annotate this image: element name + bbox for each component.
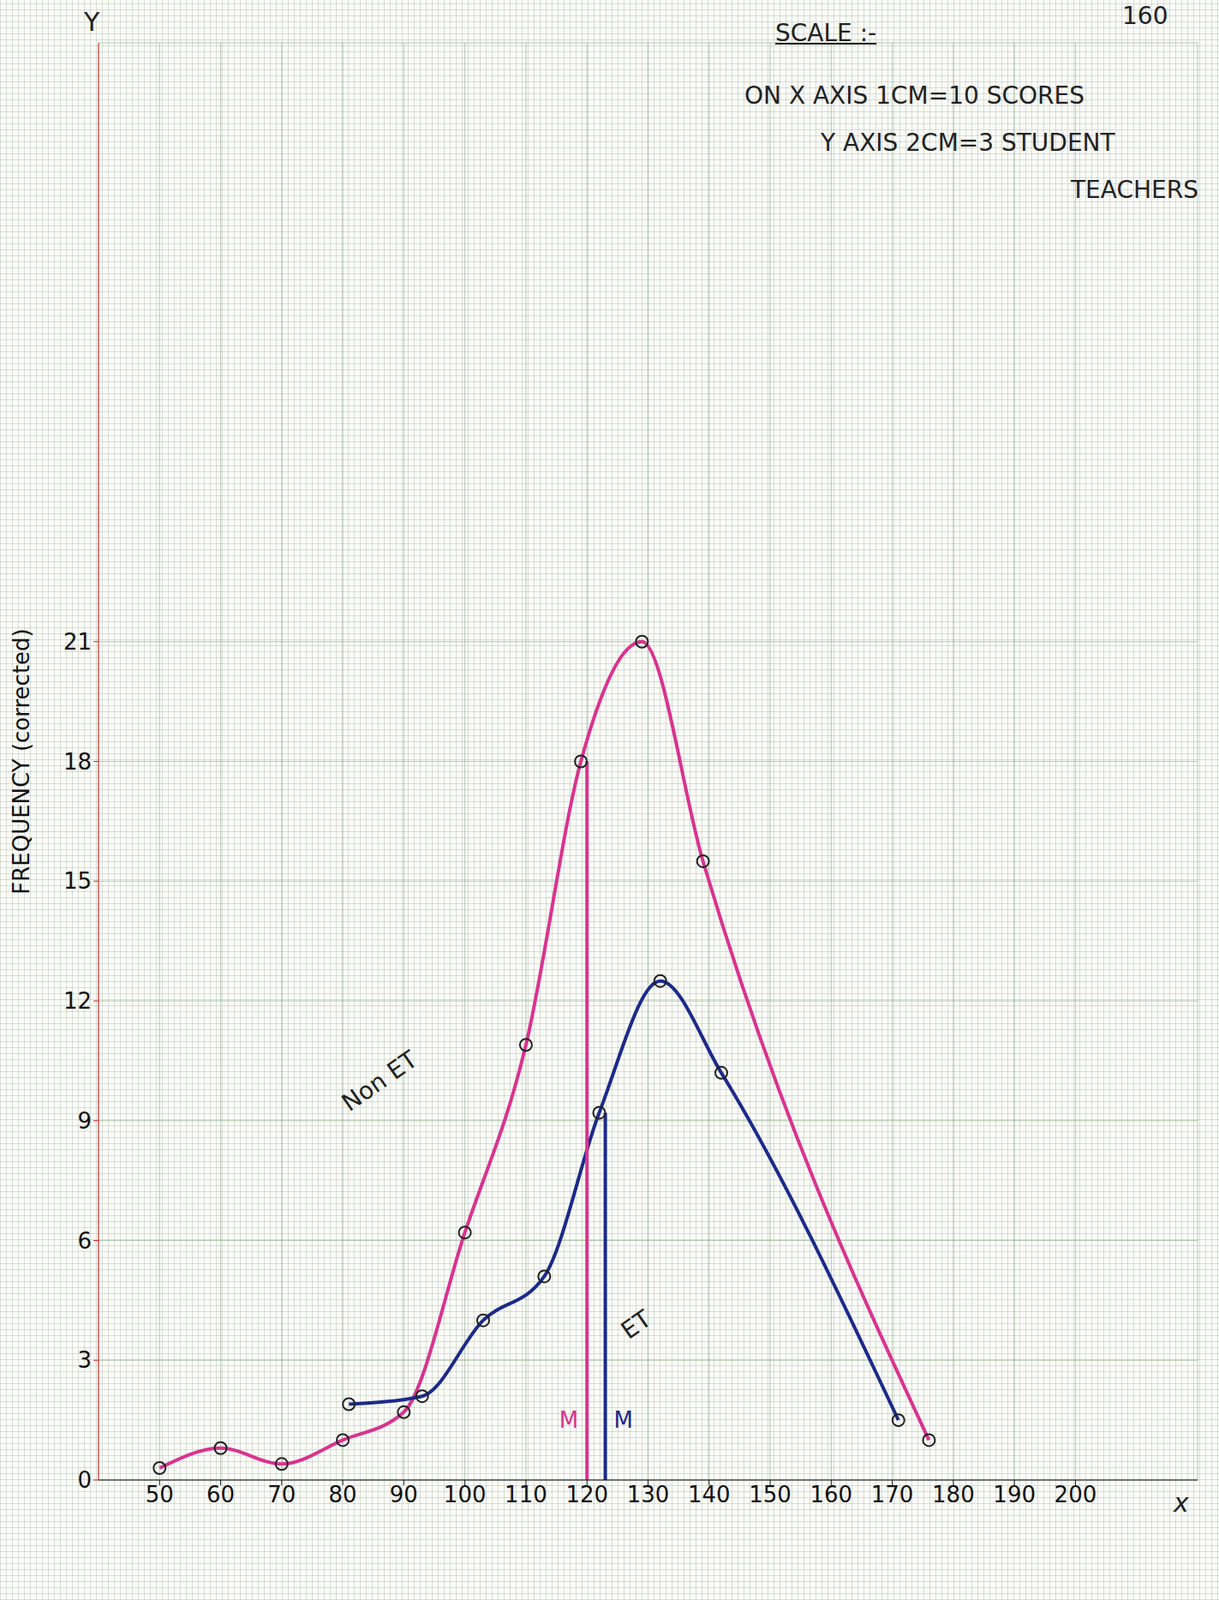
- svg-text:M: M: [614, 1406, 634, 1433]
- svg-text:70: 70: [267, 1481, 296, 1507]
- svg-text:190: 190: [992, 1481, 1036, 1507]
- svg-text:M: M: [559, 1406, 579, 1433]
- svg-text:FREQUENCY (corrected): FREQUENCY (corrected): [8, 627, 35, 895]
- html-text:Y AXIS 2CM=3 STUDENT: Y AXIS 2CM=3 STUDENT: [820, 128, 1116, 157]
- svg-text:110: 110: [504, 1481, 548, 1507]
- html-text:Y: Y: [83, 6, 100, 37]
- svg-text:160: 160: [810, 1481, 854, 1507]
- html-text:SCALE :-: SCALE :-: [775, 18, 877, 48]
- svg-text:50: 50: [145, 1481, 174, 1507]
- html-text:160: 160: [1122, 1, 1169, 30]
- svg-text:Non ET: Non ET: [336, 1044, 424, 1118]
- svg-text:21: 21: [63, 628, 92, 655]
- svg-text:140: 140: [687, 1481, 731, 1507]
- svg-text:60: 60: [206, 1481, 235, 1507]
- svg-text:120: 120: [565, 1481, 609, 1507]
- svg-text:100: 100: [443, 1481, 487, 1507]
- svg-text:150: 150: [748, 1481, 792, 1507]
- svg-text:90: 90: [389, 1481, 419, 1507]
- html-text:TEACHERS: TEACHERS: [1070, 175, 1199, 204]
- svg-text:200: 200: [1054, 1481, 1098, 1507]
- svg-text:12: 12: [63, 987, 92, 1014]
- svg-text:0: 0: [77, 1466, 92, 1493]
- html-text:ON X AXIS 1CM=10 SCORES: ON X AXIS 1CM=10 SCORES: [744, 81, 1085, 110]
- svg-text:ET: ET: [615, 1303, 658, 1345]
- svg-text:6: 6: [77, 1227, 92, 1254]
- svg-text:170: 170: [871, 1481, 915, 1507]
- svg-text:9: 9: [77, 1107, 92, 1134]
- svg-text:180: 180: [932, 1481, 975, 1507]
- svg-text:80: 80: [328, 1481, 358, 1507]
- html-text:x: x: [1173, 1487, 1189, 1518]
- svg-text:3: 3: [77, 1346, 92, 1373]
- svg-text:15: 15: [63, 867, 92, 894]
- svg-text:18: 18: [63, 748, 92, 775]
- svg-text:130: 130: [627, 1481, 670, 1507]
